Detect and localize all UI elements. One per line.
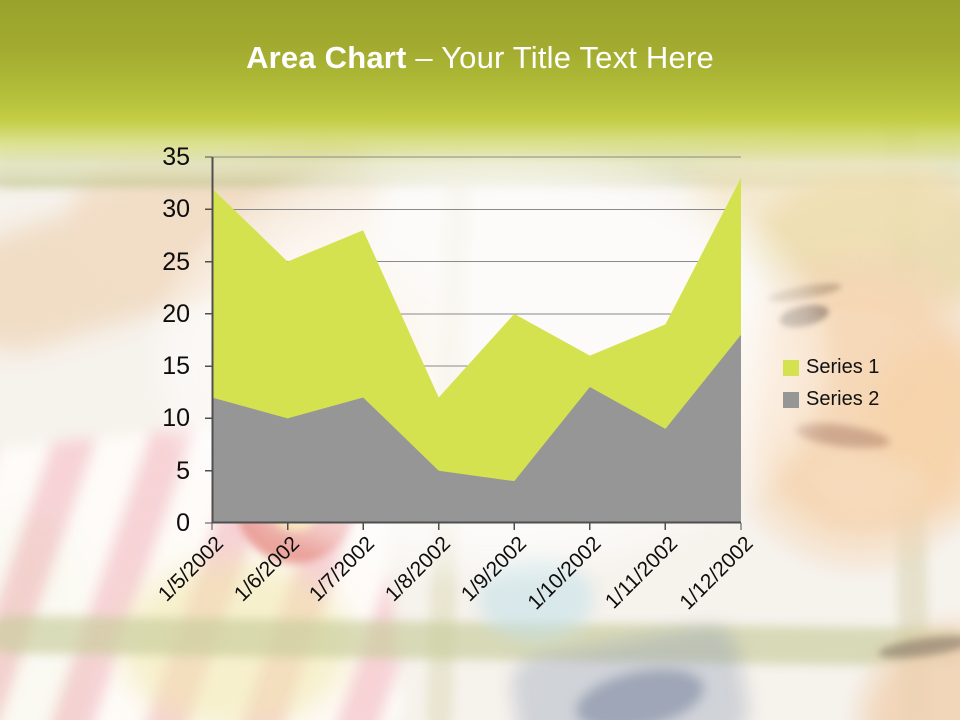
area-series-2 xyxy=(212,334,741,523)
x-tick-label: 1/10/2002 xyxy=(523,532,607,615)
title-rest: – Your Title Text Here xyxy=(415,40,714,75)
legend-item-series-1: Series 1 xyxy=(783,356,879,379)
header-gradient-band xyxy=(0,0,960,182)
x-tick-label: 1/8/2002 xyxy=(380,532,455,607)
y-tick-label: 20 xyxy=(162,299,190,328)
slide-title: Area Chart – Your Title Text Here xyxy=(0,40,960,76)
x-tick-label: 1/9/2002 xyxy=(456,532,531,607)
chart-legend: Series 1 Series 2 xyxy=(783,356,879,420)
y-tick-label: 30 xyxy=(162,195,190,224)
title-accent: Area Chart xyxy=(246,40,407,75)
area-chart-plot xyxy=(205,156,742,530)
y-tick-label: 35 xyxy=(162,143,190,171)
y-tick-label: 0 xyxy=(176,509,190,537)
series-1-label: Series 1 xyxy=(806,356,880,378)
y-tick-label: 10 xyxy=(162,404,190,433)
y-tick-label: 15 xyxy=(162,352,190,381)
photo-right-child-chin xyxy=(820,455,930,515)
x-tick-label: 1/7/2002 xyxy=(305,532,380,607)
series-2-swatch xyxy=(783,391,799,408)
y-axis-labels: 0 5 10 15 20 25 30 35 xyxy=(0,143,190,537)
series-2-label: Series 2 xyxy=(806,388,880,410)
y-tick-label: 25 xyxy=(162,247,190,276)
x-tick-label: 1/6/2002 xyxy=(229,532,304,607)
series-1-swatch xyxy=(783,359,799,376)
x-axis-labels: 1/5/2002 1/6/2002 1/7/2002 1/8/2002 1/9/2002… xyxy=(154,532,757,652)
legend-item-series-2: Series 2 xyxy=(783,388,879,411)
x-tick-label: 1/11/2002 xyxy=(600,532,682,614)
y-tick-label: 5 xyxy=(176,456,190,485)
